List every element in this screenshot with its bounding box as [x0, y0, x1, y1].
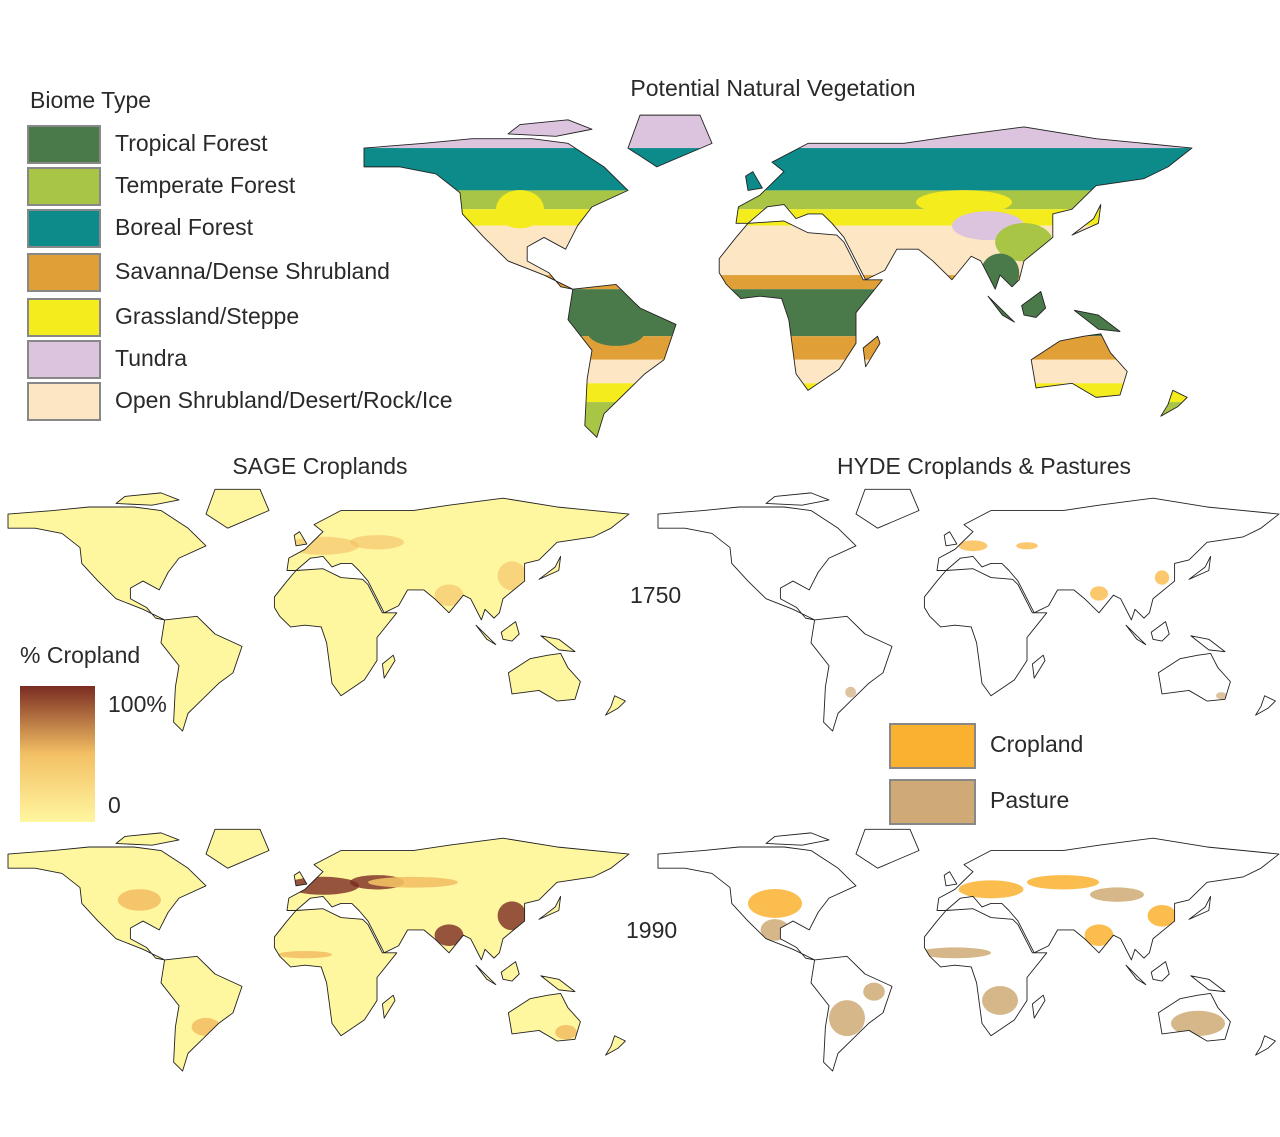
land-use-patch: [1027, 875, 1099, 890]
legend-swatch: [27, 167, 101, 206]
legend-label: Savanna/Dense Shrubland: [115, 258, 390, 284]
land-use-patch: [368, 876, 458, 888]
land-use-patch: [1216, 692, 1227, 700]
world-map: [7, 488, 630, 732]
legend-swatch: [27, 253, 101, 292]
land-use-patch: [829, 1000, 865, 1037]
map-title: SAGE Croplands: [232, 453, 407, 479]
land-use-patch: [278, 950, 332, 959]
map-fill: [748, 875, 1225, 1037]
land-use-patch: [587, 317, 645, 346]
land-use-patch: [434, 584, 464, 606]
land-use-patch: [1090, 887, 1144, 902]
coastline: [7, 828, 630, 1072]
world-map: [657, 488, 1280, 732]
colorbar-label: 0: [108, 792, 121, 818]
legend-label: Boreal Forest: [115, 214, 254, 240]
land-use-patch: [117, 889, 161, 911]
legend-title: Biome Type: [30, 87, 151, 113]
land-use-patch: [1084, 924, 1114, 946]
land-use-patch: [1090, 586, 1108, 601]
legends: Tropical Forest Temperate Forest Boreal Fo…: [27, 125, 1083, 825]
land-use-patch: [496, 190, 544, 229]
map-title: Potential Natural Vegetation: [630, 75, 915, 101]
land-use-patch: [982, 986, 1018, 1015]
land-use-patch: [1016, 542, 1038, 550]
biome-band: [364, 275, 1192, 290]
land-use-patch: [1171, 1010, 1225, 1036]
land-use-patch: [958, 880, 1024, 899]
legend-swatch: [27, 209, 101, 248]
map-fill: [8, 489, 629, 732]
legend-swatch: [27, 298, 101, 337]
biome-band: [8, 489, 629, 732]
colorbar-title: % Cropland: [20, 642, 140, 668]
land-use-patch: [555, 1025, 577, 1040]
land-use-patch: [748, 889, 802, 918]
legend-label: Open Shrubland/Desert/Rock/Ice: [115, 387, 453, 413]
coastline: [7, 488, 630, 732]
land-use-patch: [916, 190, 1012, 215]
land-use-patch: [497, 561, 527, 591]
land-use-patch: [863, 982, 885, 1001]
biome-band: [364, 336, 1192, 360]
world-map: [657, 828, 1280, 1072]
map-fill: [8, 829, 629, 1072]
map-fill: [845, 540, 1227, 700]
map-title: HYDE Croplands & Pastures: [837, 453, 1131, 479]
year-label: 1750: [630, 582, 681, 608]
legend-label: Temperate Forest: [115, 172, 296, 198]
coastline: [657, 828, 1280, 1072]
legend-swatch: [27, 340, 101, 379]
legend-label: Pasture: [990, 787, 1069, 813]
land-use-patch: [497, 901, 527, 931]
land-use-patch: [919, 947, 991, 959]
biome-band: [8, 829, 629, 1072]
colorbar-label: 100%: [108, 691, 167, 717]
land-use-patch: [845, 686, 856, 698]
year-label: 1990: [626, 917, 677, 943]
legend-label: Grassland/Steppe: [115, 303, 299, 329]
land-use-patch: [350, 535, 404, 550]
legend-swatch: [889, 723, 976, 769]
land-use-patch: [1154, 570, 1170, 585]
land-use-patch: [191, 1017, 221, 1036]
biome-band: [364, 225, 1192, 276]
legend-label: Tundra: [115, 345, 187, 371]
colorbar: [20, 686, 95, 822]
coastline: [657, 488, 1280, 732]
biome-band: [364, 115, 1192, 149]
biome-band: [364, 359, 1192, 384]
biome-band: [364, 209, 1192, 226]
land-use-patch: [958, 540, 988, 552]
legend-label: Tropical Forest: [115, 130, 268, 156]
land-use-patch: [1147, 904, 1177, 927]
legend-swatch: [27, 125, 101, 164]
coastline: [363, 114, 1193, 438]
legend-swatch: [27, 382, 101, 421]
world-map: [7, 828, 630, 1072]
biome-band: [364, 190, 1192, 210]
maps: [7, 114, 1280, 1072]
legend-label: Cropland: [990, 731, 1083, 757]
legend-swatch: [889, 779, 976, 825]
land-use-patch: [434, 924, 464, 946]
